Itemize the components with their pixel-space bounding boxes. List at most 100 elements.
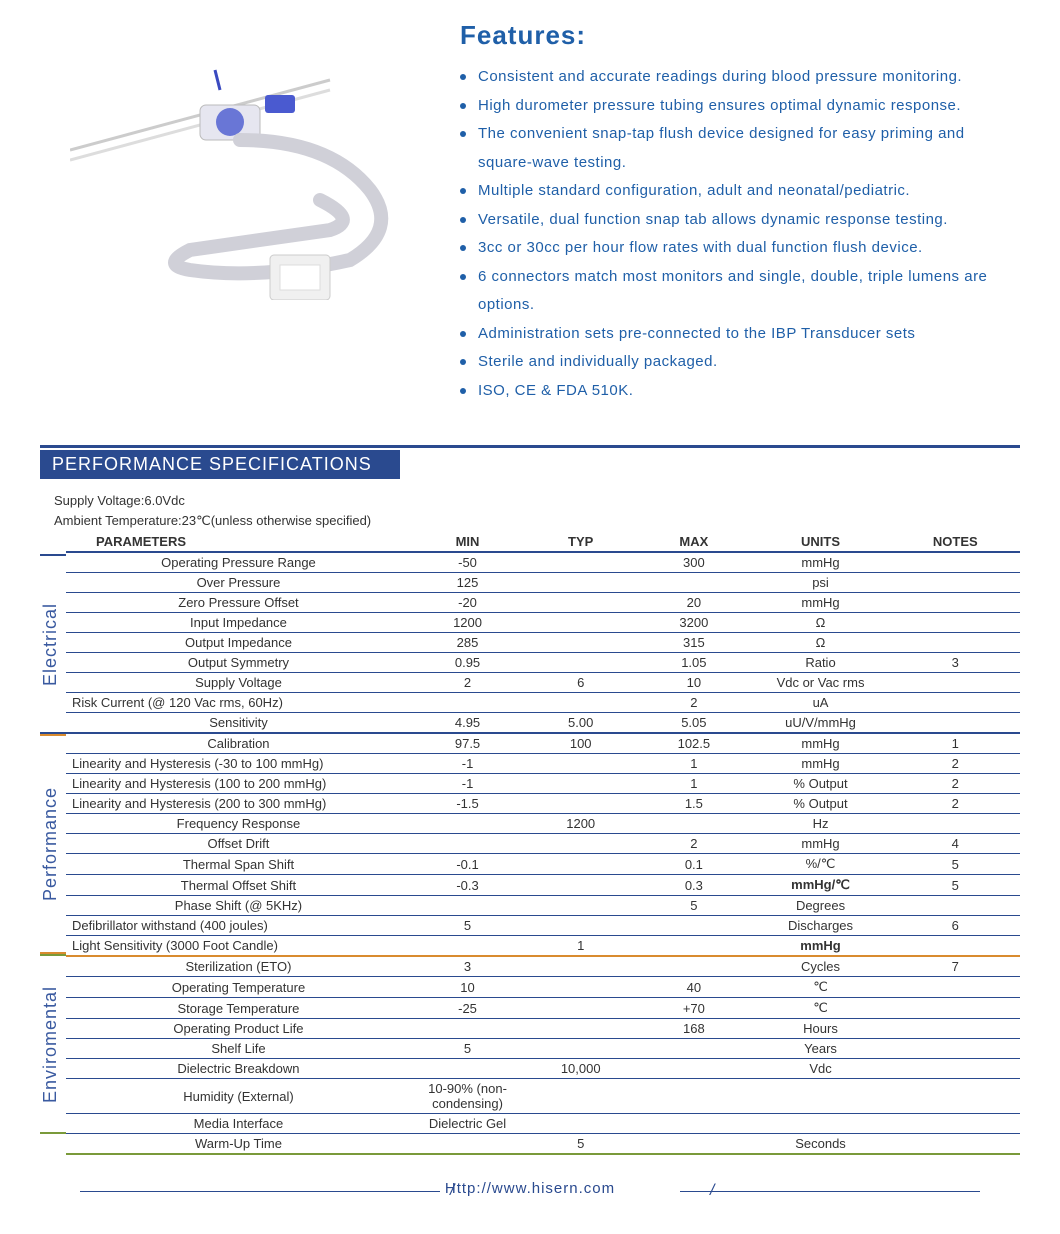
table-row: Defibrillator withstand (400 joules)5Dis… <box>66 916 1020 936</box>
table-cell: ℃ <box>750 977 890 998</box>
table-cell <box>524 1079 637 1114</box>
table-cell <box>891 814 1020 834</box>
feature-item: Sterile and individually packaged. <box>460 348 990 377</box>
table-cell: 2 <box>411 673 524 693</box>
table-cell <box>891 673 1020 693</box>
table-cell <box>891 1114 1020 1134</box>
features-block: Features: Consistent and accurate readin… <box>460 20 990 405</box>
table-cell: 5.00 <box>524 713 637 734</box>
table-cell: Sterilization (ETO) <box>66 956 411 977</box>
table-cell: Media Interface <box>66 1114 411 1134</box>
table-header-cell: NOTES <box>891 532 1020 552</box>
table-cell: 2 <box>637 693 750 713</box>
table-cell <box>891 977 1020 998</box>
table-row: Dielectric Breakdown 10,000 Vdc <box>66 1059 1020 1079</box>
table-row: Operating Pressure Range-50300mmHg <box>66 552 1020 573</box>
table-cell <box>637 1039 750 1059</box>
table-cell: 4.95 <box>411 713 524 734</box>
table-cell: 5 <box>891 875 1020 896</box>
table-cell: 3200 <box>637 613 750 633</box>
feature-item: Multiple standard configuration, adult a… <box>460 177 990 206</box>
table-row: Operating Temperature1040℃ <box>66 977 1020 998</box>
table-row: Output Symmetry0.951.05Ratio3 <box>66 653 1020 673</box>
footer-url: Http://www.hisern.com <box>445 1180 615 1197</box>
table-cell <box>524 977 637 998</box>
table-header-cell: MAX <box>637 532 750 552</box>
table-cell: 1 <box>637 754 750 774</box>
table-cell: Operating Product Life <box>66 1019 411 1039</box>
table-cell: Defibrillator withstand (400 joules) <box>66 916 411 936</box>
table-cell: Over Pressure <box>66 573 411 593</box>
table-row: Linearity and Hysteresis (100 to 200 mmH… <box>66 774 1020 794</box>
table-cell: mmHg <box>750 733 890 754</box>
table-cell: Thermal Offset Shift <box>66 875 411 896</box>
table-cell: uA <box>750 693 890 713</box>
table-cell: Vdc <box>750 1059 890 1079</box>
table-cell: 1200 <box>411 613 524 633</box>
table-row: Thermal Span Shift-0.10.1%/℃5 <box>66 854 1020 875</box>
table-cell <box>750 1114 890 1134</box>
table-cell: Operating Temperature <box>66 977 411 998</box>
table-cell <box>891 1019 1020 1039</box>
table-cell: 10-90% (non-condensing) <box>411 1079 524 1114</box>
table-cell <box>524 998 637 1019</box>
table-cell <box>524 613 637 633</box>
table-cell: Dielectric Gel <box>411 1114 524 1134</box>
table-cell: 1.05 <box>637 653 750 673</box>
spec-meta-voltage: Supply Voltage:6.0Vdc <box>54 491 1020 511</box>
table-cell: 3 <box>891 653 1020 673</box>
table-cell: 300 <box>637 552 750 573</box>
table-cell: Dielectric Breakdown <box>66 1059 411 1079</box>
table-row: Sensitivity4.955.005.05uU/V/mmHg <box>66 713 1020 734</box>
spec-header: PERFORMANCE SPECIFICATIONS <box>40 450 400 479</box>
table-cell: 4 <box>891 834 1020 854</box>
table-cell <box>524 1039 637 1059</box>
table-cell <box>524 875 637 896</box>
table-cell: 1 <box>637 774 750 794</box>
table-row: Linearity and Hysteresis (200 to 300 mmH… <box>66 794 1020 814</box>
feature-item: Versatile, dual function snap tab allows… <box>460 206 990 235</box>
feature-item: ISO, CE & FDA 510K. <box>460 377 990 406</box>
footer: / Http://www.hisern.com / <box>40 1180 1020 1204</box>
table-cell: Ω <box>750 613 890 633</box>
table-row: Offset Drift2mmHg4 <box>66 834 1020 854</box>
feature-item: 6 connectors match most monitors and sin… <box>460 263 990 320</box>
table-cell <box>524 854 637 875</box>
table-cell: Years <box>750 1039 890 1059</box>
product-image <box>70 20 420 300</box>
table-cell: mmHg <box>750 754 890 774</box>
spec-meta-temp: Ambient Temperature:23℃(unless otherwise… <box>54 511 1020 531</box>
table-cell <box>891 713 1020 734</box>
table-cell: 102.5 <box>637 733 750 754</box>
table-cell: 2 <box>891 774 1020 794</box>
table-cell: Output Symmetry <box>66 653 411 673</box>
table-header-cell: MIN <box>411 532 524 552</box>
table-header-cell: TYP <box>524 532 637 552</box>
table-row: Media InterfaceDielectric Gel <box>66 1114 1020 1134</box>
table-cell: 1.5 <box>637 794 750 814</box>
table-cell <box>637 916 750 936</box>
table-cell: 20 <box>637 593 750 613</box>
table-row: Humidity (External)10-90% (non-condensin… <box>66 1079 1020 1114</box>
table-cell <box>524 693 637 713</box>
feature-item: The convenient snap-tap flush device des… <box>460 120 990 177</box>
table-cell: 10,000 <box>524 1059 637 1079</box>
table-cell: -0.1 <box>411 854 524 875</box>
table-cell: Discharges <box>750 916 890 936</box>
table-cell: 1 <box>891 733 1020 754</box>
table-cell <box>891 613 1020 633</box>
table-cell: 0.3 <box>637 875 750 896</box>
category-label: Performance <box>40 736 61 952</box>
table-cell <box>524 552 637 573</box>
table-cell: 5.05 <box>637 713 750 734</box>
table-cell <box>891 693 1020 713</box>
table-row: Calibration97.5100102.5mmHg1 <box>66 733 1020 754</box>
table-cell <box>411 936 524 957</box>
table-cell: 6 <box>891 916 1020 936</box>
table-cell <box>637 573 750 593</box>
table-cell: Light Sensitivity (3000 Foot Candle) <box>66 936 411 957</box>
table-cell: 97.5 <box>411 733 524 754</box>
top-section: Features: Consistent and accurate readin… <box>40 10 1020 415</box>
table-cell: Linearity and Hysteresis (-30 to 100 mmH… <box>66 754 411 774</box>
table-cell: 125 <box>411 573 524 593</box>
